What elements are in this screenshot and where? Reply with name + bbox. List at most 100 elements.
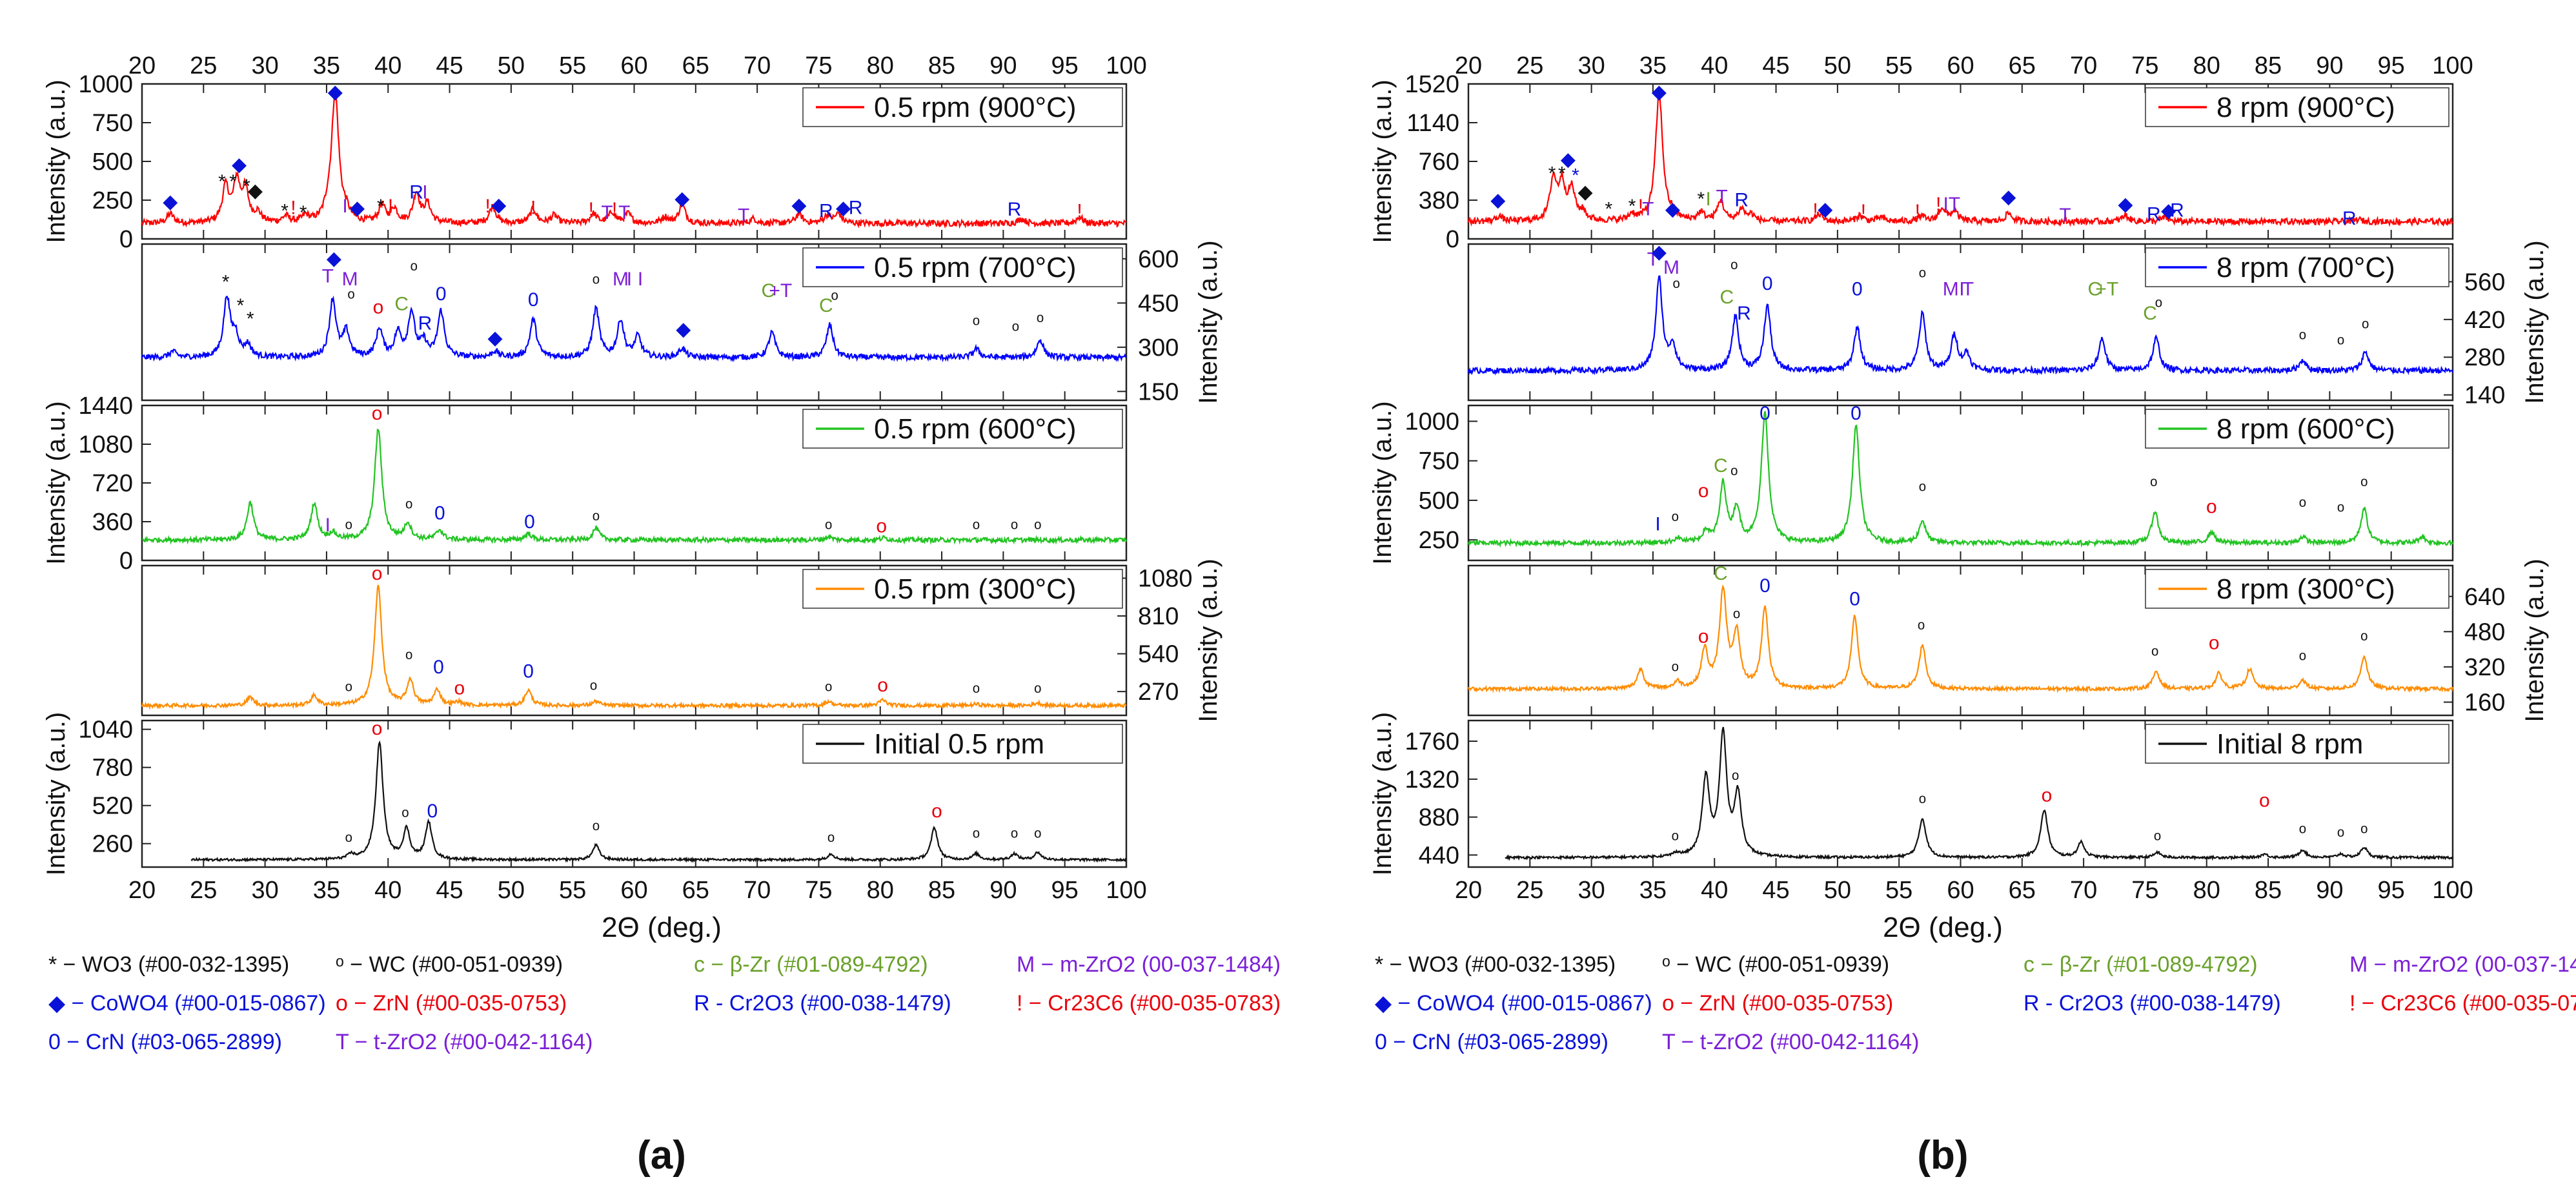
- peak-marker: *: [247, 309, 254, 330]
- peak-marker: !: [1812, 200, 1818, 221]
- x-tick-label: 55: [559, 877, 586, 904]
- x-tick-label-top: 50: [498, 52, 525, 79]
- y-tick-label: 750: [92, 110, 133, 137]
- phase-legend-symbol: !: [2349, 991, 2355, 1016]
- x-tick-label-top: 80: [867, 52, 894, 79]
- peak-marker: C: [1719, 287, 1734, 308]
- peak-marker: ᵒ: [345, 517, 352, 538]
- x-tick-label: 35: [1639, 877, 1667, 904]
- xrd-trace: [141, 584, 1127, 710]
- x-tick-label: 30: [1577, 877, 1605, 904]
- peak-marker: ᵒ: [831, 288, 838, 309]
- peak-marker: T: [1949, 194, 1960, 215]
- phase-legend-item: R - Cr2O3 (#00-038-1479): [2023, 991, 2281, 1016]
- xrd-trace: [190, 740, 1127, 863]
- phase-legend-symbol: R: [694, 991, 710, 1016]
- phase-legend-text: − Cr23C6 (#00-035-0783): [1022, 991, 1281, 1016]
- phase-legend-symbol: ◆: [48, 991, 66, 1016]
- peak-marker: T: [2059, 205, 2071, 226]
- x-tick-label-top: 50: [1824, 52, 1851, 79]
- y-tick-label: 360: [92, 509, 133, 536]
- y-axis-label: Intensity (a.u.): [1194, 240, 1222, 404]
- peak-marker: 0: [1762, 273, 1773, 294]
- peak-marker: *: [1697, 189, 1705, 210]
- peak-marker: ᵒ: [1672, 659, 1679, 680]
- peak-marker: ◆: [2118, 194, 2133, 215]
- phase-legend-symbol: 0: [1375, 1030, 1387, 1054]
- xrd-trace: [141, 428, 1128, 546]
- peak-marker: !: [1638, 196, 1643, 217]
- peak-marker: !: [1915, 201, 1920, 222]
- peak-marker: !: [1077, 200, 1082, 221]
- x-tick-label-top: 30: [1577, 52, 1605, 79]
- phase-legend-symbol: c: [2023, 952, 2034, 977]
- peak-marker: ᵒ: [1034, 680, 1041, 702]
- x-tick-label: 80: [2193, 877, 2220, 904]
- y-tick-label: 260: [92, 831, 133, 858]
- x-axis-label: 2Θ (deg.): [602, 912, 722, 943]
- peak-marker: ᵒ: [973, 517, 980, 538]
- y-tick-label: 420: [2464, 307, 2505, 334]
- phase-legend-text: − WC (#00-051-0939): [344, 952, 563, 977]
- peak-marker: ◆: [1490, 189, 1505, 210]
- peak-marker: ᵒ: [405, 496, 412, 518]
- peak-marker: o: [373, 296, 384, 318]
- y-tick-label: 440: [1419, 842, 1459, 869]
- peak-marker: ᵒ: [825, 679, 832, 701]
- peak-marker: I: [325, 515, 330, 536]
- x-tick-label-top: 85: [928, 52, 955, 79]
- peak-marker: ᵒ: [1733, 606, 1740, 628]
- peak-marker: o: [2206, 496, 2217, 518]
- y-tick-label: 320: [2464, 654, 2505, 681]
- peak-marker: o: [2042, 785, 2053, 806]
- y-tick-label: 1080: [1138, 566, 1193, 593]
- x-tick-label: 75: [2131, 877, 2158, 904]
- phase-legend-symbol: ᵒ: [336, 952, 344, 977]
- peak-marker: I: [1655, 513, 1660, 535]
- x-tick-label: 50: [1824, 877, 1851, 904]
- peak-marker: *: [377, 196, 385, 217]
- y-axis-label: Intensity (a.u.): [2520, 240, 2549, 404]
- peak-marker: o: [877, 675, 888, 696]
- x-tick-label: 35: [313, 877, 340, 904]
- x-tick-label-top: 80: [2193, 52, 2220, 79]
- peak-marker: o: [1698, 480, 1709, 502]
- y-tick-label: 520: [92, 793, 133, 820]
- peak-marker: M: [613, 269, 629, 290]
- legend-label: 0.5 rpm (900°C): [874, 92, 1076, 123]
- peak-marker: ◆: [232, 154, 247, 175]
- peak-marker: 0: [523, 660, 534, 682]
- phase-legend-text: − CoWO4 (#00-015-0867): [1392, 991, 1652, 1016]
- phase-legend-item: * − WO3 (#00-032-1395): [1375, 952, 1616, 977]
- peak-marker: ◆: [1652, 241, 1667, 263]
- peak-marker: ᵒ: [1919, 265, 1926, 286]
- x-tick-label-top: 55: [1885, 52, 1912, 79]
- x-tick-label-top: 90: [989, 52, 1017, 79]
- phase-legend-item: M − m-ZrO2 (00-037-1484): [2349, 952, 2576, 977]
- xrd-trace: [141, 88, 1127, 229]
- peak-marker: !: [485, 196, 490, 217]
- y-tick-label: 810: [1138, 603, 1179, 630]
- peak-marker: M: [1663, 257, 1679, 278]
- peak-marker: ᵒ: [1918, 617, 1925, 639]
- peak-marker: ◆: [248, 180, 263, 201]
- x-tick-label-top: 40: [1701, 52, 1728, 79]
- peak-marker: I: [342, 196, 347, 217]
- peak-marker: ᵒ: [2299, 821, 2306, 843]
- phase-legend-symbol: *: [1375, 952, 1383, 977]
- phase-legend-text: − CrN (#03-065-2899): [1387, 1030, 1608, 1054]
- peak-marker: ᵒ: [1037, 310, 1044, 331]
- phase-legend-symbol: M: [1017, 952, 1035, 977]
- peak-marker: o: [372, 563, 383, 584]
- peak-marker: ᵒ: [973, 825, 980, 846]
- peak-marker: *: [299, 202, 307, 223]
- phase-legend-item: ◆ − CoWO4 (#00-015-0867): [48, 991, 326, 1016]
- y-tick-label: 1000: [78, 71, 133, 98]
- peak-marker: ᵒ: [2299, 327, 2306, 348]
- peak-marker: o: [372, 718, 383, 739]
- y-tick-label: 540: [1138, 641, 1179, 668]
- xrd-trace: [1467, 275, 2454, 376]
- legend-label: 8 rpm (700°C): [2216, 252, 2395, 283]
